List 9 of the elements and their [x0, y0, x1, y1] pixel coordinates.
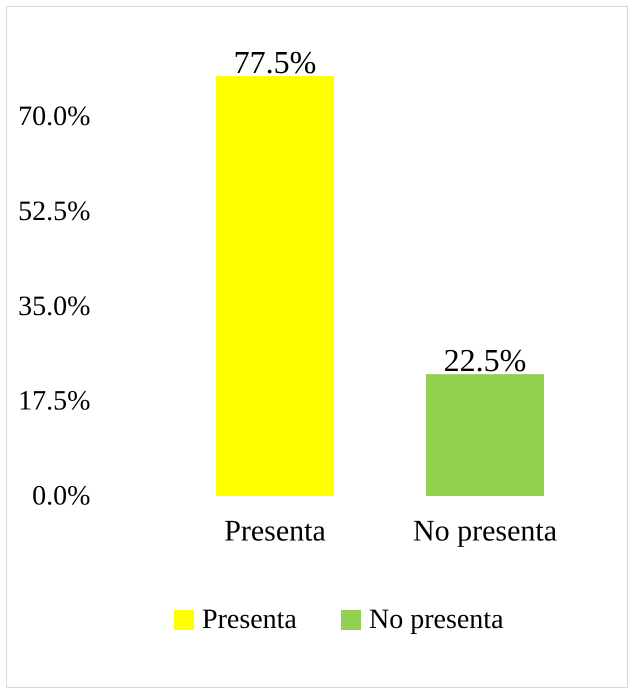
y-tick-label: 35.0% [18, 290, 90, 322]
y-tick-label: 17.5% [18, 386, 90, 417]
y-tick-label: 52.5% [18, 196, 90, 227]
series-label: No presenta [412, 514, 558, 548]
series-label: Presenta [224, 514, 326, 548]
y-tick-label: 70.0% [18, 101, 90, 132]
data-label: 77.5% [234, 44, 316, 80]
y-tick-label: 0.0% [32, 480, 90, 512]
data-label: 22.5% [444, 342, 526, 378]
